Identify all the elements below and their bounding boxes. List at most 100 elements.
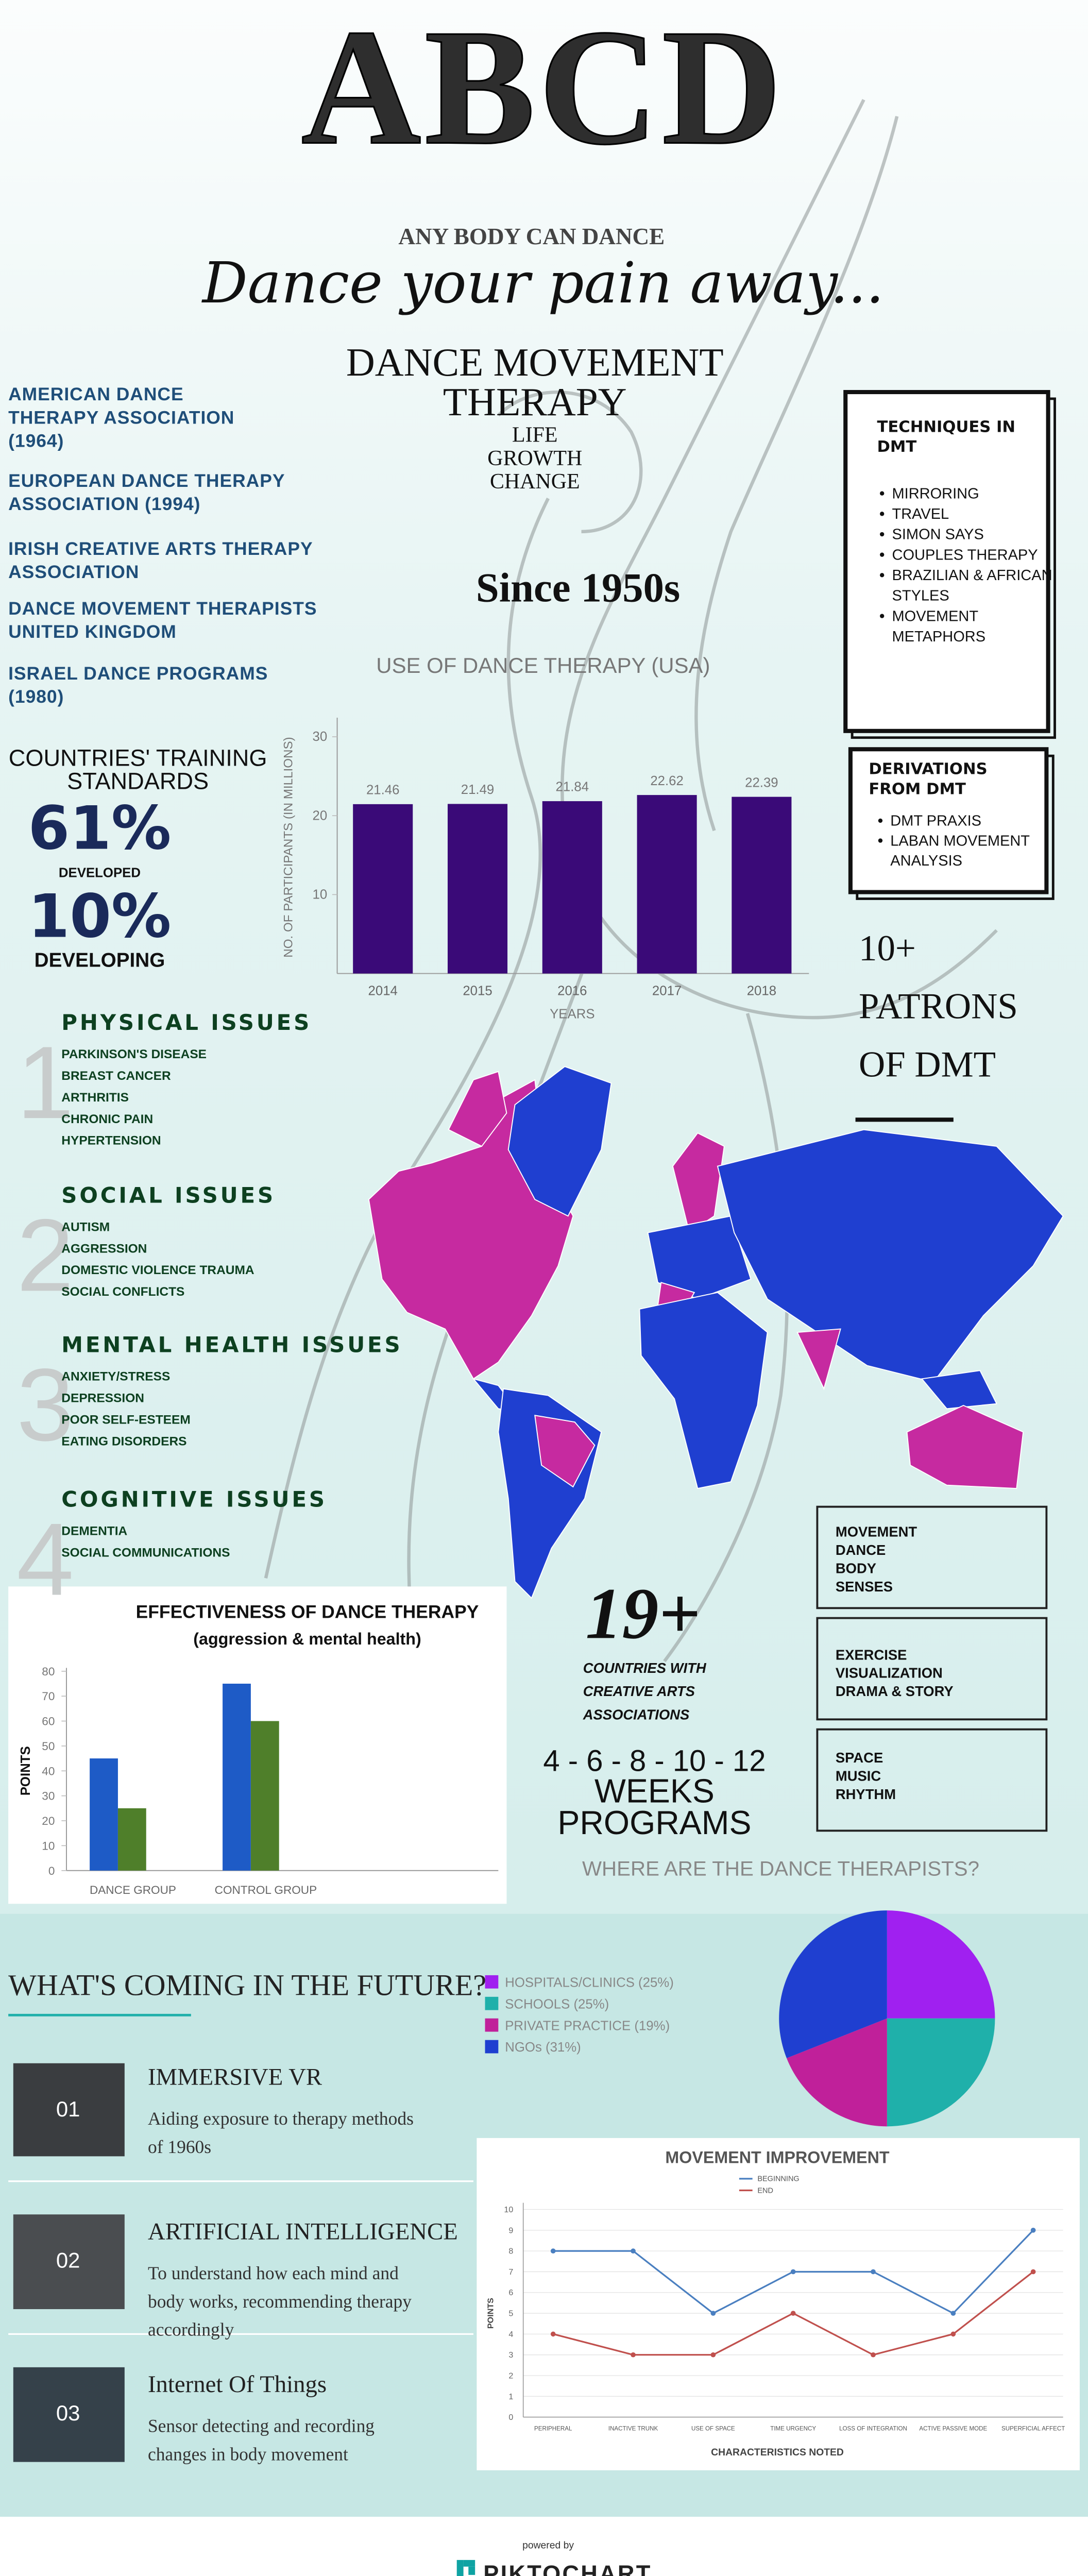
x-tick-label: PERIPHERAL — [534, 2425, 572, 2432]
y-tick-label: 20 — [313, 808, 328, 823]
association: ISRAEL DANCE PROGRAMS — [8, 663, 268, 684]
point — [710, 2352, 716, 2358]
bullet — [878, 838, 883, 843]
issue-number: 3 — [16, 1348, 74, 1463]
association: (1964) — [8, 430, 64, 451]
issue-item: ANXIETY/STRESS — [61, 1370, 170, 1384]
box-item: ANALYSIS — [890, 853, 962, 869]
y-tick-label: 50 — [42, 1740, 55, 1753]
stat-label: DEVELOPING — [35, 950, 165, 972]
association: (1980) — [8, 686, 64, 707]
issue-item: AGGRESSION — [61, 1242, 147, 1256]
x-tick-label: CONTROL GROUP — [215, 1884, 317, 1896]
future-item-text: Sensor detecting and recording — [148, 2416, 375, 2436]
bullet — [879, 614, 885, 618]
pie-slice — [887, 1910, 995, 2019]
y-tick-label: 4 — [508, 2330, 513, 2339]
bar — [117, 1808, 146, 1871]
bullet — [879, 532, 885, 537]
issue-item: PARKINSON'S DISEASE — [61, 1047, 207, 1061]
association: ASSOCIATION (1994) — [8, 494, 200, 514]
issue-item: BREAST CANCER — [61, 1069, 171, 1083]
pie-slice — [779, 1910, 887, 2058]
y-tick-label: 5 — [508, 2309, 513, 2318]
chart-title: EFFECTIVENESS OF DANCE THERAPY — [136, 1602, 479, 1622]
y-tick-label: 2 — [508, 2371, 513, 2380]
y-tick-label: 7 — [508, 2267, 513, 2277]
stat-label: DEVELOPED — [59, 866, 141, 880]
patrons: OF DMT — [859, 1044, 996, 1084]
value-label: 21.84 — [556, 780, 589, 794]
future-number: 02 — [56, 2248, 80, 2272]
main-title: ABCD — [301, 0, 785, 179]
y-axis-title: POINTS — [19, 1746, 33, 1795]
future-item-title: IMMERSIVE VR — [148, 2064, 322, 2091]
y-tick-label: 8 — [508, 2247, 513, 2256]
vr-image — [13, 2063, 125, 2157]
countries-line: CREATIVE ARTS — [583, 1683, 695, 1699]
patrons: 10+ — [859, 928, 916, 969]
box-title: FROM DMT — [869, 780, 966, 798]
component: MOVEMENT — [836, 1524, 917, 1540]
point — [710, 2311, 716, 2316]
component-box — [816, 1505, 1048, 1609]
future-item-text: body works, recommending therapy — [148, 2291, 412, 2312]
point — [1030, 2269, 1036, 2275]
bullet — [879, 573, 885, 578]
iot-image — [13, 2367, 125, 2462]
x-tick-label: 2018 — [747, 984, 776, 998]
subtitle: ANY BODY CAN DANCE — [398, 224, 665, 249]
countries-line: ASSOCIATIONS — [583, 1706, 689, 1722]
association: IRISH CREATIVE ARTS THERAPY — [8, 538, 313, 559]
issue-title: SOCIAL ISSUES — [61, 1183, 276, 1208]
issue-item: AUTISM — [61, 1220, 110, 1234]
component: EXERCISE — [836, 1647, 907, 1663]
x-tick-label: 2014 — [368, 984, 398, 998]
y-tick-label: 10 — [313, 887, 328, 902]
bar — [353, 804, 413, 974]
y-tick-label: 20 — [42, 1815, 55, 1827]
point — [871, 2352, 876, 2358]
future-item-title: ARTIFICIAL INTELLIGENCE — [148, 2218, 458, 2245]
box-title: TECHNIQUES IN — [877, 418, 1015, 436]
x-tick-label: INACTIVE TRUNK — [608, 2425, 658, 2432]
issue-item: CHRONIC PAIN — [61, 1112, 153, 1126]
component: BODY — [836, 1561, 876, 1577]
box-title: DMT — [877, 438, 916, 456]
future-item-text: of 1960s — [148, 2137, 211, 2157]
point — [631, 2352, 636, 2358]
y-tick-label: 30 — [42, 1790, 55, 1803]
issue-item: SOCIAL CONFLICTS — [61, 1285, 184, 1299]
y-tick-label: 10 — [504, 2205, 513, 2214]
future-number: 03 — [56, 2401, 80, 2425]
box-item: LABAN MOVEMENT — [890, 833, 1030, 849]
y-tick-label: 60 — [42, 1715, 55, 1728]
powered-by: powered by — [522, 2539, 574, 2551]
bar — [90, 1758, 118, 1871]
value-label: 22.62 — [650, 774, 684, 788]
y-tick-label: 70 — [42, 1690, 55, 1703]
issue-item: POOR SELF-ESTEEM — [61, 1413, 190, 1427]
point — [950, 2311, 956, 2316]
piktochart-logo — [456, 2560, 475, 2576]
issue-title: MENTAL HEALTH ISSUES — [61, 1332, 402, 1358]
x-axis-title: YEARS — [550, 1007, 594, 1022]
issue-item: SOCIAL COMMUNICATIONS — [61, 1546, 230, 1560]
x-tick-label: SUPERFICIAL AFFECT — [1001, 2425, 1065, 2432]
programs: 4 - 6 - 8 - 10 - 12 — [543, 1744, 766, 1777]
box-item: SIMON SAYS — [892, 527, 984, 543]
component: DRAMA & STORY — [836, 1683, 954, 1699]
legend-swatch — [485, 2018, 499, 2032]
future-number: 01 — [56, 2097, 80, 2121]
x-tick-label: 2015 — [463, 984, 492, 998]
legend-label: SCHOOLS (25%) — [505, 1997, 609, 2011]
legend-label: PRIVATE PRACTICE (19%) — [505, 2019, 670, 2033]
legend-label: BEGINNING — [757, 2175, 799, 2183]
component: DANCE — [836, 1542, 886, 1558]
issue-title: COGNITIVE ISSUES — [61, 1487, 327, 1512]
box-item: COUPLES THERAPY — [892, 547, 1038, 563]
heading-word: LIFE — [512, 423, 557, 447]
association: ASSOCIATION — [8, 562, 139, 582]
since: Since 1950s — [476, 565, 680, 611]
